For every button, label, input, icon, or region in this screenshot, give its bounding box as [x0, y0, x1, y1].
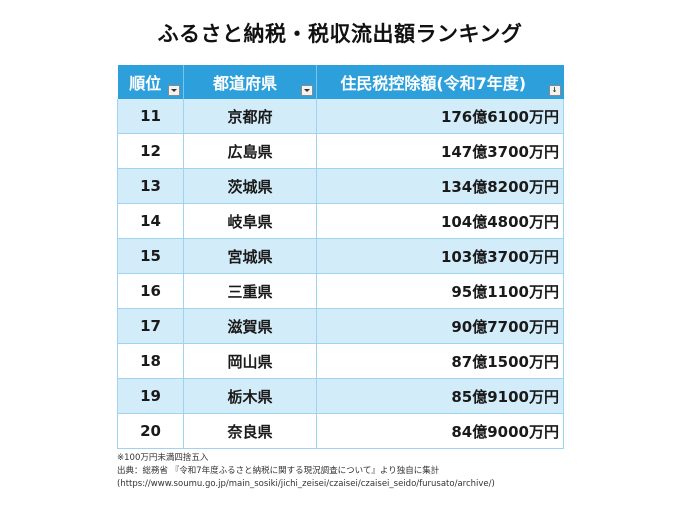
footnotes: ※100万円未満四捨五入 出典：総務省 『令和7年度ふるさと納税に関する現況調査…: [117, 452, 495, 491]
sort-descending-icon[interactable]: ↓: [548, 85, 561, 96]
rank-cell: 13: [117, 168, 184, 204]
table-row: 14 岐阜県 104億4800万円: [117, 203, 564, 239]
table-row: 16 三重県 95億1100万円: [117, 273, 564, 309]
amount-cell: 84億9000万円: [316, 413, 564, 449]
table-row: 15 宮城県 103億3700万円: [117, 238, 564, 274]
header-rank: 順位: [117, 65, 184, 99]
header-amount-label: 住民税控除額(令和7年度): [340, 74, 527, 93]
header-rank-label: 順位: [129, 74, 162, 93]
header-prefecture-label: 都道府県: [212, 74, 277, 93]
table-row: 11 京都府 176億6100万円: [117, 99, 564, 134]
header-amount: 住民税控除額(令和7年度) ↓: [316, 65, 564, 99]
amount-cell: 90億7700万円: [316, 308, 564, 344]
rank-cell: 11: [117, 99, 184, 134]
note-source: 出典：総務省 『令和7年度ふるさと納税に関する現況調査について』より独自に集計: [117, 466, 440, 476]
prefecture-cell: 滋賀県: [183, 308, 317, 344]
amount-cell: 95億1100万円: [316, 273, 564, 309]
prefecture-cell: 奈良県: [183, 413, 317, 449]
prefecture-cell: 三重県: [183, 273, 317, 309]
prefecture-cell: 茨城県: [183, 168, 317, 204]
table-row: 13 茨城県 134億8200万円: [117, 168, 564, 204]
amount-cell: 103億3700万円: [316, 238, 564, 274]
prefecture-cell: 岐阜県: [183, 203, 317, 239]
table-row: 12 広島県 147億3700万円: [117, 133, 564, 169]
prefecture-cell: 京都府: [183, 99, 317, 134]
rank-cell: 15: [117, 238, 184, 274]
rank-cell: 20: [117, 413, 184, 449]
rank-cell: 18: [117, 343, 184, 379]
header-prefecture: 都道府県: [183, 65, 317, 99]
filter-dropdown-icon[interactable]: [301, 85, 313, 96]
amount-cell: 134億8200万円: [316, 168, 564, 204]
table-row: 17 滋賀県 90億7700万円: [117, 308, 564, 344]
note-url: (https://www.soumu.go.jp/main_sosiki/jic…: [117, 479, 495, 489]
amount-cell: 147億3700万円: [316, 133, 564, 169]
prefecture-cell: 岡山県: [183, 343, 317, 379]
table-row: 19 栃木県 85億9100万円: [117, 378, 564, 414]
ranking-table: 順位 都道府県 住民税控除額(令和7年度) ↓ 11 京都府 176億6100万円 1…: [117, 65, 564, 449]
rank-cell: 19: [117, 378, 184, 414]
amount-cell: 87億1500万円: [316, 343, 564, 379]
rank-cell: 12: [117, 133, 184, 169]
table-row: 20 奈良県 84億9000万円: [117, 413, 564, 449]
table-row: 18 岡山県 87億1500万円: [117, 343, 564, 379]
filter-dropdown-icon[interactable]: [168, 85, 180, 96]
note-rounding: ※100万円未満四捨五入: [117, 453, 209, 463]
amount-cell: 104億4800万円: [316, 203, 564, 239]
amount-cell: 176億6100万円: [316, 99, 564, 134]
page-title: ふるさと納税・税収流出額ランキング: [157, 22, 523, 46]
amount-cell: 85億9100万円: [316, 378, 564, 414]
rank-cell: 17: [117, 308, 184, 344]
rank-cell: 16: [117, 273, 184, 309]
table-header-row: 順位 都道府県 住民税控除額(令和7年度) ↓: [117, 65, 564, 99]
rank-cell: 14: [117, 203, 184, 239]
prefecture-cell: 宮城県: [183, 238, 317, 274]
prefecture-cell: 栃木県: [183, 378, 317, 414]
prefecture-cell: 広島県: [183, 133, 317, 169]
